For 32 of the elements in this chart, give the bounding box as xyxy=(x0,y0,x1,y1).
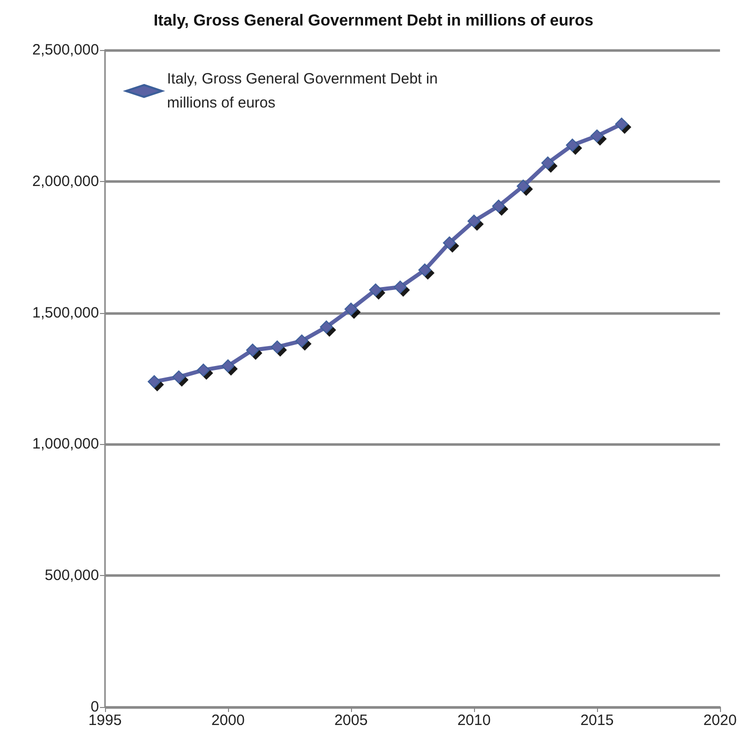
x-tick-label: 2010 xyxy=(457,712,491,729)
point xyxy=(418,263,432,276)
point xyxy=(148,375,161,388)
y-tick-label: 1,000,000 xyxy=(32,436,99,453)
point xyxy=(541,156,554,170)
x-tick-label: 2020 xyxy=(703,712,737,729)
chart-title: Italy, Gross General Government Debt in millions of euros xyxy=(154,12,594,30)
y-tick-label: 500,000 xyxy=(44,567,99,584)
legend-label: Italy, Gross General Government Debt in millions of euros xyxy=(167,70,442,112)
x-tick-label: 2015 xyxy=(580,712,614,729)
x-tick-label: 2000 xyxy=(211,712,245,729)
y-tick-label: 1,500,000 xyxy=(32,304,99,322)
point xyxy=(295,334,308,348)
point xyxy=(369,283,382,296)
point xyxy=(516,180,530,193)
point xyxy=(270,340,284,354)
point xyxy=(344,302,358,316)
x-tick-label: 2005 xyxy=(334,712,368,729)
point xyxy=(590,129,604,142)
point xyxy=(196,364,210,377)
point xyxy=(246,344,260,357)
point xyxy=(566,138,579,152)
point xyxy=(222,359,234,372)
y-tick-label: 2,500,000 xyxy=(32,42,99,58)
y-tick-label: 2,000,000 xyxy=(32,172,99,190)
point xyxy=(394,280,407,294)
point xyxy=(468,214,480,228)
point xyxy=(492,200,506,213)
point xyxy=(615,118,628,131)
point xyxy=(172,370,186,384)
point xyxy=(320,320,333,334)
point xyxy=(442,236,456,250)
